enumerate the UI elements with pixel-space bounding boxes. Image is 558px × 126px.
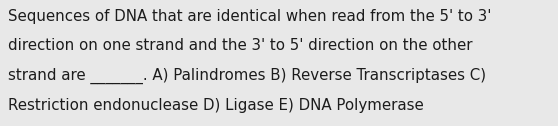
Text: Sequences of DNA that are identical when read from the 5' to 3': Sequences of DNA that are identical when… bbox=[8, 9, 492, 24]
Text: direction on one strand and the 3' to 5' direction on the other: direction on one strand and the 3' to 5'… bbox=[8, 38, 473, 53]
Text: strand are _______. A) Palindromes B) Reverse Transcriptases C): strand are _______. A) Palindromes B) Re… bbox=[8, 68, 487, 84]
Text: Restriction endonuclease D) Ligase E) DNA Polymerase: Restriction endonuclease D) Ligase E) DN… bbox=[8, 98, 424, 113]
